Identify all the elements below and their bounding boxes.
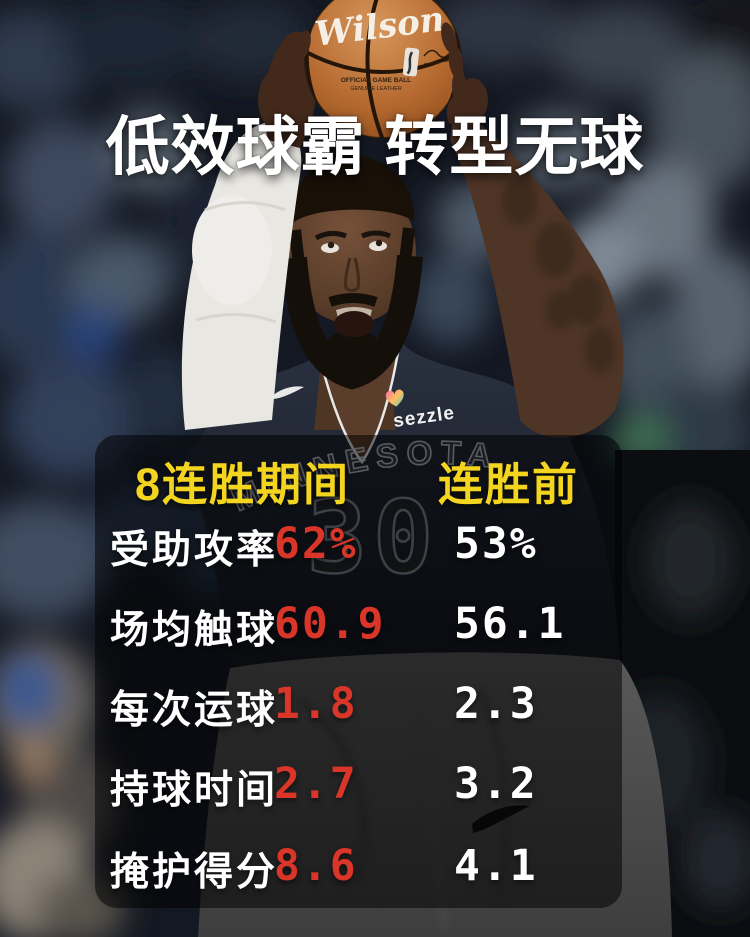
player-head (281, 155, 423, 390)
stat-value-during: 8.6 (274, 841, 358, 891)
stat-label: 场均触球 (110, 609, 279, 652)
col-header-before: 连胜前 (438, 459, 580, 510)
stats-panel (95, 435, 622, 908)
stat-label: 受助攻率 (110, 529, 279, 572)
tattoos (502, 174, 616, 374)
stat-label: 每次运球 (110, 689, 279, 732)
stat-label: 掩护得分 (110, 851, 279, 894)
ball-label-line1: OFFICIAL GAME BALL (341, 77, 411, 84)
nike-swoosh-jersey-icon (272, 386, 304, 399)
stat-value-before: 4.1 (454, 841, 538, 891)
sezzle-heart-icon (385, 389, 404, 407)
fingers-on-ball (258, 22, 488, 130)
tattooed-arm (450, 105, 624, 438)
hair (289, 155, 415, 225)
stat-value-during: 60.9 (274, 599, 386, 649)
col-header-during: 8连胜期间 (135, 459, 351, 510)
stat-value-before: 53% (454, 519, 538, 569)
nba-logo (402, 47, 420, 77)
stat-value-during: 62% (274, 519, 358, 569)
stat-label: 持球时间 (110, 769, 279, 812)
stat-value-before: 56.1 (454, 599, 566, 649)
ball-label-line2: GENUINE LEATHER (350, 86, 402, 92)
poster-title: 低效球霸 转型无球 (105, 111, 645, 183)
stat-value-during: 1.8 (274, 679, 358, 729)
beard (281, 254, 423, 390)
stat-value-before: 3.2 (454, 759, 538, 809)
open-mouth (334, 311, 374, 337)
stat-value-during: 2.7 (274, 759, 358, 809)
stat-value-before: 2.3 (454, 679, 538, 729)
